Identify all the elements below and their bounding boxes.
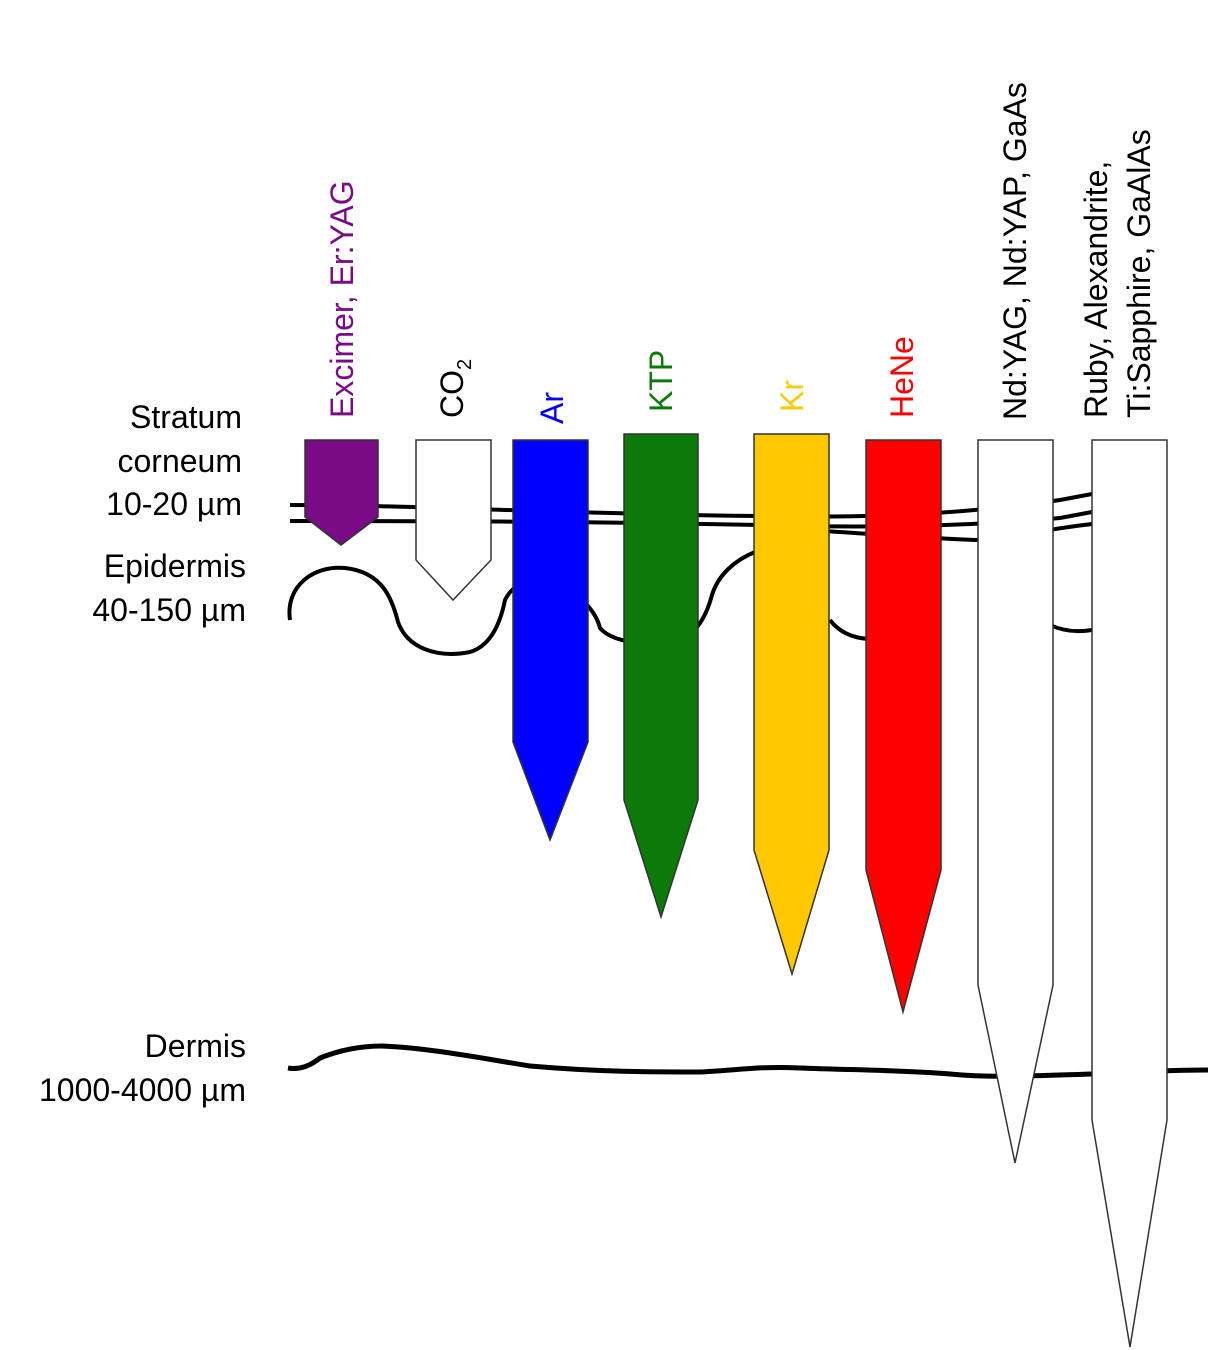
ruby-label-line-1: Ruby, Alexandrite, xyxy=(1078,161,1114,418)
dermis-bottom-line xyxy=(287,1043,1209,1079)
ndyag-label: Nd:YAG, Nd:YAP, GaAs xyxy=(997,82,1033,420)
excimer-label: Excimer, Er:YAG xyxy=(324,180,360,418)
co2-label: CO2 xyxy=(434,359,476,418)
stratum-corneum-top-line xyxy=(289,492,1093,519)
stratum-label-line-1: Stratum xyxy=(130,399,242,435)
epidermis-label-line-1: Epidermis xyxy=(104,548,246,584)
stratum-corneum-bottom-line xyxy=(289,510,1093,529)
skin-layer-lines xyxy=(287,492,1209,1079)
dermis-label-line-2: 1000-4000 µm xyxy=(39,1072,246,1108)
ndyag-probe xyxy=(977,439,1054,1164)
kr-label: Kr xyxy=(774,380,810,412)
ktp-probe xyxy=(623,433,699,920)
ruby-probe xyxy=(1091,439,1168,1348)
ar-label: Ar xyxy=(534,392,570,424)
excimer-probe xyxy=(304,439,379,546)
stratum-label-line-2: corneum xyxy=(118,443,243,479)
dermis-label-line-1: Dermis xyxy=(145,1028,246,1064)
co2-label-main: CO xyxy=(434,370,470,418)
ktp-label: KTP xyxy=(643,350,679,412)
ar-probe xyxy=(512,439,589,843)
co2-label-subscript: 2 xyxy=(454,359,476,370)
laser-probes xyxy=(304,433,1168,1348)
layer-labels: Stratum corneum 10-20 µm Epidermis 40-15… xyxy=(39,399,246,1108)
epidermis-label-line-2: 40-150 µm xyxy=(92,592,246,628)
hene-label: HeNe xyxy=(884,336,920,418)
laser-labels: Excimer, Er:YAG CO2 Ar KTP Kr HeNe Nd:YA… xyxy=(324,82,1157,424)
co2-probe xyxy=(415,439,492,602)
kr-probe xyxy=(753,433,830,977)
ruby-label-line-2: Ti:Sapphire, GaAlAs xyxy=(1121,129,1157,418)
stratum-label-line-3: 10-20 µm xyxy=(106,486,242,522)
hene-probe xyxy=(865,439,942,1015)
